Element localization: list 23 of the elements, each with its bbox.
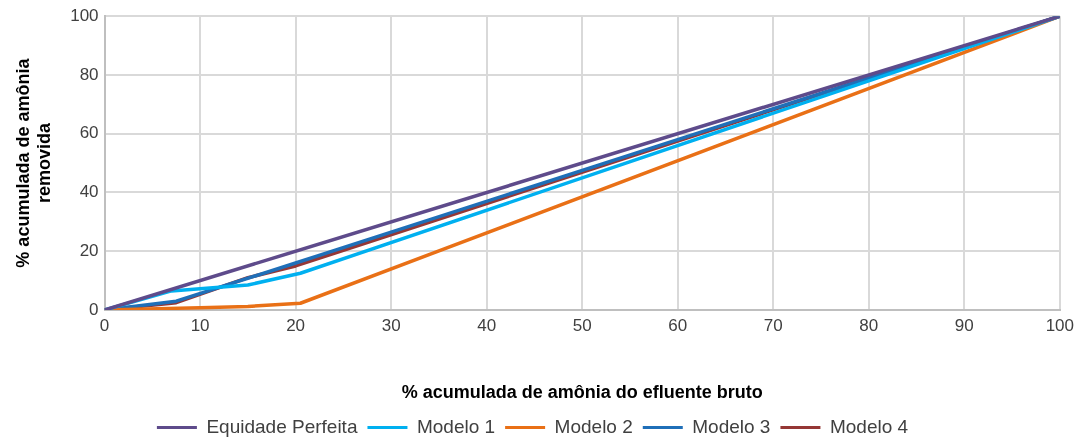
x-tick-label: 50	[572, 315, 592, 335]
legend-label: Equidade Perfeita	[206, 415, 358, 437]
x-tick-label: 70	[763, 315, 783, 335]
y-tick-label: 60	[79, 123, 99, 143]
legend-label: Modelo 4	[829, 415, 909, 437]
y-tick-label: 100	[70, 5, 99, 25]
x-tick-label: 20	[286, 315, 306, 335]
x-tick-label: 30	[381, 315, 401, 335]
legend-label: Modelo 3	[692, 415, 771, 437]
x-tick-label: 90	[954, 315, 974, 335]
x-tick-label: 100	[1045, 315, 1075, 335]
legend-label: Modelo 1	[416, 415, 496, 437]
legend-label: Modelo 2	[554, 415, 633, 437]
y-axis-title: % acumulada de amônia removida	[12, 57, 55, 268]
y-tick-label: 80	[79, 64, 99, 84]
y-tick-label: 40	[79, 182, 99, 202]
x-axis-title: % acumulada de amônia do efluente bruto	[401, 382, 763, 403]
x-tick-label: 40	[477, 315, 497, 335]
x-tick-label: 60	[668, 315, 688, 335]
x-tick-label: 80	[859, 315, 879, 335]
y-tick-label: 20	[79, 240, 99, 260]
y-tick-label: 0	[89, 299, 99, 319]
x-tick-label: 10	[190, 315, 210, 335]
